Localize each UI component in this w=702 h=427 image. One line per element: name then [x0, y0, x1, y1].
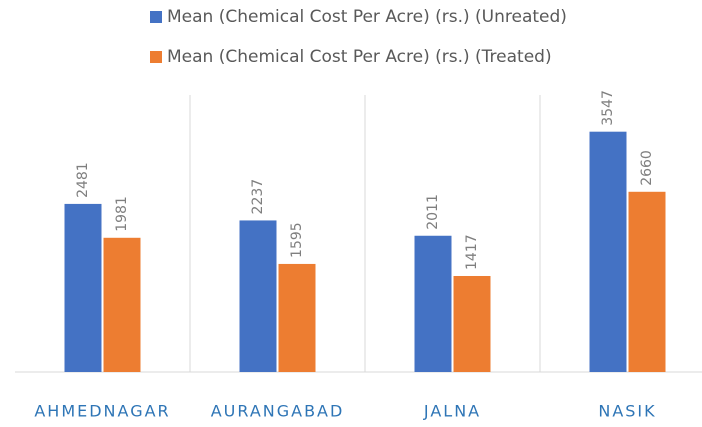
data-label: 2011 — [425, 194, 441, 230]
legend-label: Mean (Chemical Cost Per Acre) (rs.) (Unr… — [167, 7, 567, 27]
data-label: 1981 — [114, 196, 130, 232]
data-label: 3547 — [600, 90, 616, 126]
data-label: 2660 — [639, 150, 655, 186]
bar — [239, 220, 277, 372]
bar — [628, 191, 666, 372]
x-tick-label: NASIK — [598, 402, 656, 421]
legend-label: Mean (Chemical Cost Per Acre) (rs.) (Tre… — [167, 47, 552, 67]
data-label: 2237 — [250, 179, 266, 215]
bar — [589, 131, 627, 372]
x-tick-label: JALNA — [423, 402, 481, 421]
x-tick-label: AHMEDNAGAR — [34, 402, 170, 421]
bar — [453, 275, 491, 372]
data-label: 1417 — [464, 234, 480, 270]
data-label: 1595 — [289, 222, 305, 258]
data-label: 2481 — [75, 162, 91, 198]
bar — [414, 235, 452, 372]
bar — [278, 263, 316, 372]
bar — [64, 203, 102, 372]
x-tick-label: AURANGABAD — [211, 402, 345, 421]
legend-swatch — [150, 11, 162, 23]
bar — [103, 237, 141, 372]
legend-swatch — [150, 51, 162, 63]
